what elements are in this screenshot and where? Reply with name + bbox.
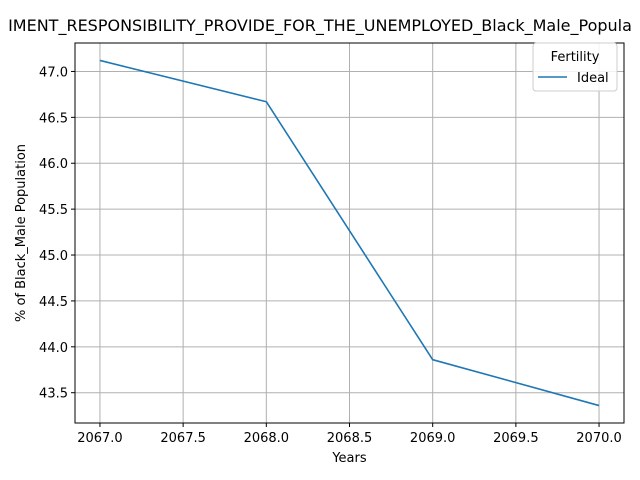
x-tick-label: 2069.5: [493, 431, 539, 446]
x-tick-label: 2067.5: [160, 431, 206, 446]
y-tick-label: 46.0: [39, 157, 68, 172]
chart-title: IMENT_RESPONSIBILITY_PROVIDE_FOR_THE_UNE…: [8, 16, 632, 36]
x-tick-label: 2070.0: [576, 431, 622, 446]
x-tick-label: 2068.0: [244, 431, 290, 446]
grid-lines: [75, 43, 624, 423]
plot-frame: [74, 42, 625, 424]
legend: Fertility Ideal: [532, 42, 618, 92]
y-axis-label: % of Black_Male Population: [14, 144, 29, 322]
y-tick-label: 46.5: [39, 111, 68, 126]
series-line-ideal: [99, 59, 600, 407]
y-tick-label: 45.0: [39, 249, 68, 264]
x-axis-label: Years: [331, 451, 367, 466]
legend-entry-ideal: Ideal: [577, 71, 609, 86]
x-tick-label: 2068.5: [327, 431, 373, 446]
x-tick-label: 2067.0: [77, 431, 123, 446]
series-lines: [99, 59, 600, 407]
y-tick-label: 43.5: [39, 387, 68, 402]
y-tick-label: 44.5: [39, 295, 68, 310]
y-tick-label: 44.0: [39, 341, 68, 356]
y-tick-label: 47.0: [39, 65, 68, 80]
legend-box: [532, 42, 618, 92]
legend-title: Fertility: [551, 50, 600, 65]
y-tick-label: 45.5: [39, 203, 68, 218]
x-tick-label: 2069.0: [410, 431, 456, 446]
axis-ticks: 2067.0 2067.5 2068.0 2068.5 2069.0 2069.5 2070…: [39, 65, 622, 446]
